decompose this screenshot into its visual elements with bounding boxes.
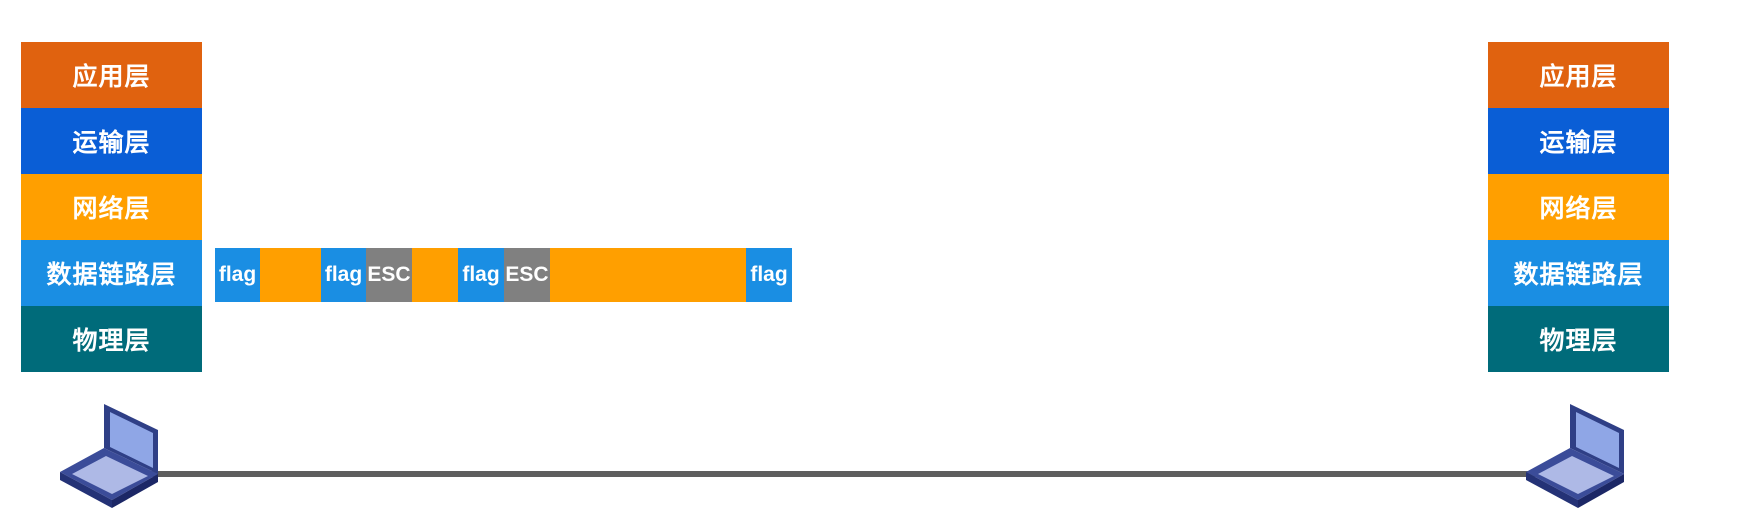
frame-data-flag: flag [321, 248, 366, 302]
layer-physical-right: 物理层 [1488, 306, 1669, 372]
layer-transport-right: 运输层 [1488, 108, 1669, 174]
transmission-link [150, 471, 1550, 477]
frame-esc: ESC [504, 248, 550, 302]
laptop-icon [58, 396, 168, 516]
layer-application-right: 应用层 [1488, 42, 1669, 108]
layer-transport-left: 运输层 [21, 108, 202, 174]
left-protocol-stack: 应用层 运输层 网络层 数据链路层 物理层 [21, 42, 202, 372]
layer-network-left: 网络层 [21, 174, 202, 240]
laptop-icon [1524, 396, 1634, 516]
layer-datalink-right: 数据链路层 [1488, 240, 1669, 306]
layer-physical-left: 物理层 [21, 306, 202, 372]
frame-data-segment [550, 248, 746, 302]
layer-application-left: 应用层 [21, 42, 202, 108]
frame-data-segment [260, 248, 321, 302]
layer-datalink-left: 数据链路层 [21, 240, 202, 306]
frame-start-flag: flag [215, 248, 260, 302]
frame-esc: ESC [366, 248, 412, 302]
right-protocol-stack: 应用层 运输层 网络层 数据链路层 物理层 [1488, 42, 1669, 372]
frame-data-segment [412, 248, 458, 302]
frame: flag flag ESC flag ESC flag [215, 248, 792, 302]
layer-network-right: 网络层 [1488, 174, 1669, 240]
frame-data-flag: flag [458, 248, 504, 302]
frame-end-flag: flag [746, 248, 792, 302]
